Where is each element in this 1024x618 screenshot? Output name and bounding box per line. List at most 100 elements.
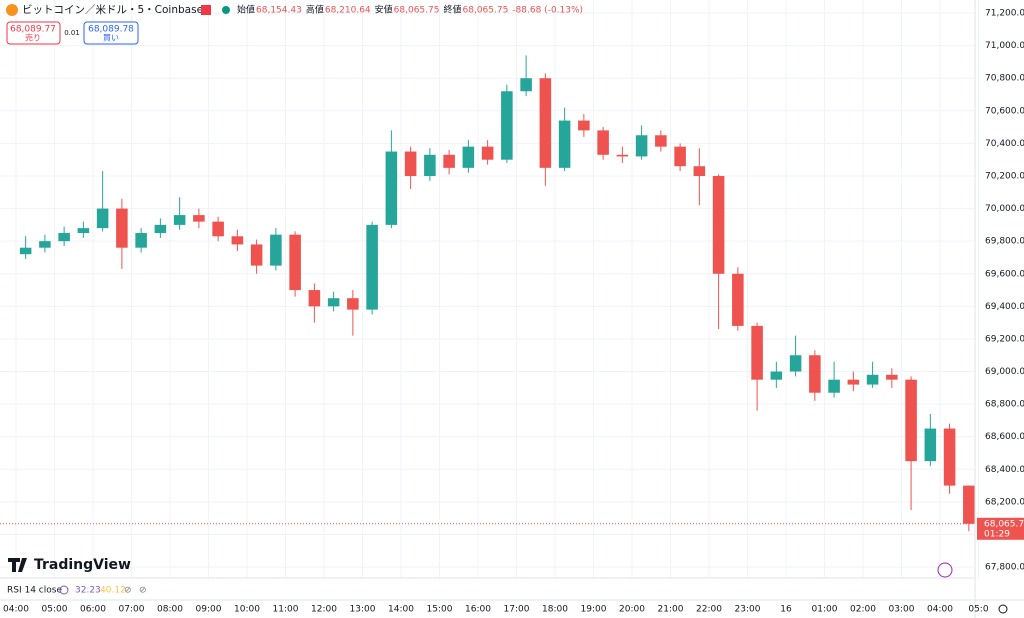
candle-body bbox=[77, 228, 90, 234]
indicator-hidden: ⊘ bbox=[124, 586, 132, 596]
candle-body bbox=[250, 244, 263, 266]
y-tick-label: 70,800.00 bbox=[985, 74, 1024, 84]
y-tick-label: 68,400.00 bbox=[985, 465, 1024, 475]
candle-body bbox=[963, 485, 975, 524]
x-tick-label: 15:00 bbox=[427, 605, 453, 615]
candle-body bbox=[270, 234, 282, 266]
buy-button[interactable] bbox=[83, 21, 139, 45]
x-tick-label: 07:00 bbox=[119, 605, 145, 615]
candle-body bbox=[462, 146, 475, 168]
candle-body bbox=[751, 325, 763, 380]
candle-body bbox=[866, 374, 879, 385]
candle-body bbox=[597, 130, 609, 155]
candle-body bbox=[520, 78, 532, 92]
buy-label: 買い bbox=[103, 34, 119, 43]
y-tick-label: 69,800.00 bbox=[985, 237, 1024, 247]
rsi-value: 32.23 bbox=[75, 586, 101, 596]
legend-value: 68,210.64 bbox=[325, 6, 371, 16]
candle-body bbox=[19, 247, 32, 255]
candle-body bbox=[616, 154, 629, 157]
candle-body bbox=[385, 151, 398, 225]
legend-value: 68,154.43 bbox=[256, 6, 302, 16]
candle-body bbox=[558, 120, 571, 168]
last-price-label: 68,065.75 bbox=[984, 519, 1024, 529]
x-tick-label: 17:00 bbox=[504, 605, 530, 615]
x-tick-label: 16 bbox=[780, 605, 792, 615]
y-tick-label: 69,600.00 bbox=[985, 269, 1024, 279]
candle-body bbox=[289, 234, 301, 291]
y-tick-label: 67,800.00 bbox=[985, 563, 1024, 573]
candle-body bbox=[366, 224, 378, 310]
alert-icon[interactable] bbox=[937, 562, 953, 578]
plot bbox=[0, 55, 975, 532]
candle-body bbox=[327, 298, 340, 307]
coin-icon bbox=[6, 4, 18, 16]
x-tick-label: 03:00 bbox=[889, 605, 915, 615]
candle-body bbox=[578, 120, 590, 131]
x-tick-label: 18:00 bbox=[542, 605, 568, 615]
candle-body bbox=[655, 135, 667, 147]
symbol: ビットコイン／米ドル・5・Coinbase bbox=[22, 3, 203, 16]
candle-body bbox=[943, 428, 956, 486]
y-tick-label: 70,200.00 bbox=[985, 171, 1024, 181]
brand-logo bbox=[8, 558, 27, 572]
candle-body bbox=[770, 371, 783, 380]
y-tick-label: 70,000.00 bbox=[985, 204, 1024, 214]
axes: 67,800.0068,000.0068,200.0068,400.0068,6… bbox=[3, 9, 1024, 615]
x-tick-label: 05:00 bbox=[42, 605, 68, 615]
candle-body bbox=[173, 215, 186, 225]
y-tick-label: 71,000.00 bbox=[985, 41, 1024, 51]
x-tick-label: 22:00 bbox=[696, 605, 722, 615]
y-tick-label: 69,400.00 bbox=[985, 302, 1024, 312]
sell-label: 売り bbox=[25, 33, 41, 43]
x-tick-label: 04:00 bbox=[927, 605, 953, 615]
candle-body bbox=[847, 379, 860, 385]
x-tick-label: 05:0 bbox=[968, 605, 988, 615]
candle-body bbox=[308, 290, 321, 307]
candle-body bbox=[193, 215, 205, 222]
indicator-name: RSI 14 close bbox=[7, 586, 62, 596]
legend-label: 安値 bbox=[375, 4, 393, 16]
candle-body bbox=[154, 224, 167, 234]
x-tick-label: 21:00 bbox=[658, 605, 684, 615]
y-tick-label: 68,800.00 bbox=[985, 400, 1024, 410]
legend-label: 始値 bbox=[237, 4, 255, 16]
rsi-ma-value: 40.12 bbox=[100, 586, 126, 596]
y-tick-label: 69,000.00 bbox=[985, 367, 1024, 377]
ohlc-legend: 始値 68,154.43 高値 68,210.64 安値 68,065.75 終値 68,06… bbox=[237, 4, 583, 16]
x-tick-label: 11:00 bbox=[273, 605, 299, 615]
y-tick-label: 69,200.00 bbox=[985, 334, 1024, 344]
indicator-icon bbox=[59, 585, 69, 595]
settings-icon[interactable] bbox=[998, 604, 1008, 614]
candle-body bbox=[693, 166, 706, 176]
market-status bbox=[222, 6, 230, 14]
candle-body bbox=[135, 233, 147, 248]
sell-button[interactable] bbox=[6, 21, 61, 45]
candle-body bbox=[116, 208, 128, 248]
x-tick-label: 13:00 bbox=[350, 605, 376, 615]
legend-label: 終値 bbox=[443, 4, 461, 16]
last-price-tag bbox=[977, 517, 1024, 540]
x-tick-label: 19:00 bbox=[581, 605, 607, 615]
candle-body bbox=[924, 428, 937, 462]
candle-body bbox=[635, 135, 648, 157]
sell-price: 68,089.77 bbox=[10, 25, 56, 35]
indicator-hidden: ⊘ bbox=[139, 586, 147, 596]
candle-body bbox=[443, 154, 455, 168]
candle-body bbox=[424, 154, 436, 176]
legend-value: 68,065.75 bbox=[394, 6, 440, 16]
x-tick-label: 20:00 bbox=[619, 605, 645, 615]
candle-body bbox=[58, 233, 70, 242]
candle-body bbox=[96, 208, 109, 229]
x-tick-label: 06:00 bbox=[80, 605, 106, 615]
x-tick-label: 04:00 bbox=[3, 605, 29, 615]
candle-body bbox=[828, 379, 840, 393]
candle-body bbox=[39, 241, 51, 248]
candle-body bbox=[809, 355, 821, 393]
x-tick-label: 16:00 bbox=[465, 605, 491, 615]
candle-body bbox=[347, 298, 359, 310]
flag-icon[interactable] bbox=[201, 5, 211, 15]
candle-body bbox=[789, 355, 802, 372]
